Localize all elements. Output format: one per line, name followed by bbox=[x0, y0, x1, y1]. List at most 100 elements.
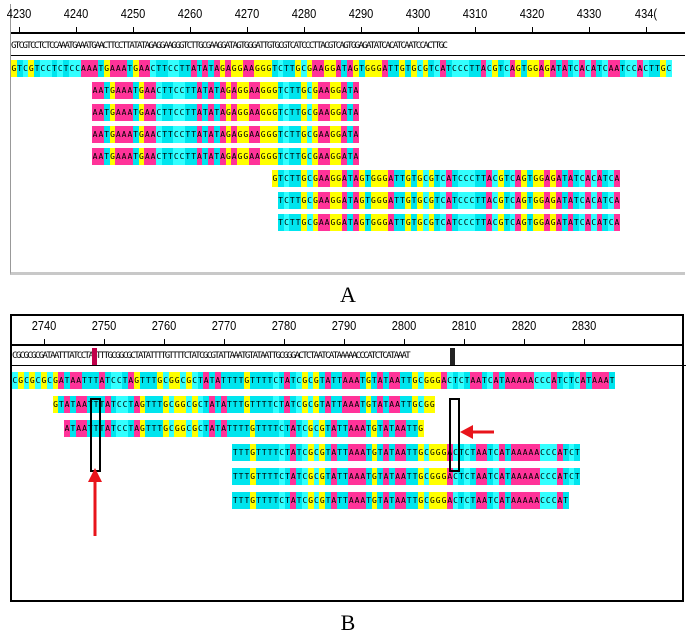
base-cell: G bbox=[319, 492, 326, 509]
base-cell: T bbox=[406, 444, 413, 461]
base-cell: G bbox=[364, 60, 371, 77]
base-cell: G bbox=[109, 104, 116, 121]
base-cell: A bbox=[213, 60, 220, 77]
base-cell: A bbox=[533, 468, 540, 485]
base-cell: G bbox=[428, 170, 435, 187]
base-cell: T bbox=[34, 60, 40, 77]
base-cell: G bbox=[429, 492, 436, 509]
base-cell: A bbox=[383, 420, 389, 437]
base-cell: C bbox=[446, 372, 453, 389]
base-cell: G bbox=[382, 170, 388, 187]
base-cell: T bbox=[289, 126, 296, 143]
base-cell: C bbox=[608, 170, 615, 187]
base-cell: A bbox=[515, 170, 522, 187]
base-cell: G bbox=[550, 192, 557, 209]
base-cell: T bbox=[110, 396, 117, 413]
base-cell: C bbox=[278, 468, 285, 485]
base-cell: C bbox=[155, 82, 162, 99]
base-cell: A bbox=[126, 126, 133, 143]
base-cell: G bbox=[365, 396, 372, 413]
base-cell: T bbox=[325, 492, 331, 509]
base-cell: C bbox=[173, 126, 180, 143]
base-cell: A bbox=[248, 126, 255, 143]
base-cell: C bbox=[574, 372, 581, 389]
base-cell: T bbox=[167, 104, 174, 121]
base-cell: T bbox=[167, 126, 174, 143]
base-cell: C bbox=[301, 468, 308, 485]
sequence-read: TCTTGCGAAGGATAGTGGGATTGTGCGTCATCCCTTACGT… bbox=[277, 192, 620, 209]
base-cell: C bbox=[422, 214, 429, 231]
base-cell: A bbox=[341, 82, 348, 99]
base-cell: T bbox=[232, 372, 239, 389]
base-cell: G bbox=[28, 60, 35, 77]
base-cell: C bbox=[608, 192, 615, 209]
base-cell: C bbox=[272, 396, 279, 413]
base-cell: G bbox=[52, 372, 59, 389]
base-cell: T bbox=[289, 60, 296, 77]
base-cell: A bbox=[359, 444, 366, 461]
base-cell: G bbox=[435, 492, 442, 509]
base-cell: T bbox=[267, 492, 273, 509]
base-cell: A bbox=[231, 82, 238, 99]
base-cell: T bbox=[249, 396, 256, 413]
base-cell: C bbox=[539, 492, 546, 509]
base-cell: G bbox=[242, 126, 249, 143]
ruler-tick bbox=[19, 27, 20, 32]
base-cell: G bbox=[180, 396, 186, 413]
base-cell: A bbox=[354, 396, 360, 413]
base-cell: C bbox=[492, 192, 499, 209]
base-cell: T bbox=[243, 420, 250, 437]
base-cell: A bbox=[510, 492, 517, 509]
base-cell: C bbox=[296, 396, 302, 413]
base-cell: T bbox=[336, 444, 343, 461]
base-cell: G bbox=[174, 396, 181, 413]
base-cell: T bbox=[295, 126, 301, 143]
ruler-label: 2760 bbox=[151, 318, 177, 333]
base-cell: T bbox=[289, 214, 296, 231]
base-cell: A bbox=[144, 148, 151, 165]
base-cell: A bbox=[104, 420, 111, 437]
base-cell: G bbox=[312, 104, 319, 121]
base-cell: T bbox=[400, 372, 407, 389]
base-cell: C bbox=[422, 192, 429, 209]
base-cell: A bbox=[121, 82, 127, 99]
base-cell: G bbox=[312, 148, 319, 165]
base-cell: C bbox=[116, 396, 123, 413]
ruler-label: 2790 bbox=[331, 318, 357, 333]
base-cell: A bbox=[330, 468, 337, 485]
base-cell: G bbox=[335, 170, 342, 187]
base-cell: G bbox=[532, 170, 539, 187]
base-cell: C bbox=[452, 492, 459, 509]
base-cell: C bbox=[306, 126, 313, 143]
sequence-read: AATGAAATGAACTTCCTTATATAGAGGAAGGGTCTTGCGA… bbox=[92, 148, 359, 165]
base-cell: C bbox=[179, 126, 185, 143]
base-cell: T bbox=[341, 60, 348, 77]
base-cell: T bbox=[63, 60, 69, 77]
base-cell: C bbox=[539, 468, 546, 485]
base-cell: C bbox=[306, 192, 313, 209]
base-cell: C bbox=[608, 214, 615, 231]
base-cell: G bbox=[319, 468, 326, 485]
base-cell: C bbox=[423, 492, 430, 509]
base-cell: T bbox=[568, 372, 575, 389]
base-cell: T bbox=[347, 170, 354, 187]
base-cell: A bbox=[603, 372, 610, 389]
base-cell: C bbox=[12, 372, 18, 389]
base-cell: T bbox=[399, 170, 406, 187]
base-cell: T bbox=[561, 192, 568, 209]
base-cell: T bbox=[412, 468, 418, 485]
base-cell: T bbox=[272, 492, 279, 509]
base-cell: T bbox=[574, 468, 581, 485]
base-cell: A bbox=[585, 214, 591, 231]
base-cell: A bbox=[121, 148, 127, 165]
base-cell: G bbox=[307, 420, 314, 437]
base-cell: A bbox=[591, 372, 598, 389]
base-cell: A bbox=[69, 372, 76, 389]
base-cell: T bbox=[209, 372, 215, 389]
base-cell: G bbox=[260, 104, 267, 121]
boundary-marker-left bbox=[90, 398, 101, 472]
base-cell: G bbox=[550, 214, 557, 231]
base-cell: C bbox=[313, 420, 320, 437]
base-cell: T bbox=[561, 170, 568, 187]
base-cell: A bbox=[348, 468, 355, 485]
